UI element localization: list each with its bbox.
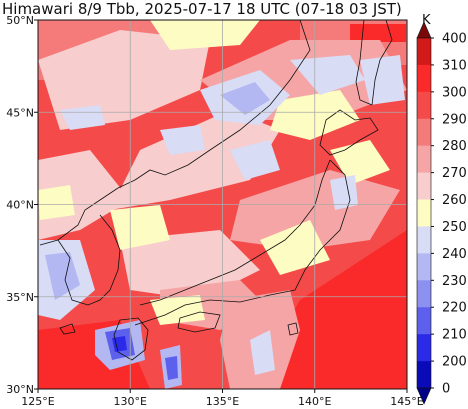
lat-tick-label: 45°N: [6, 106, 34, 119]
lat-tick-label: 35°N: [6, 291, 34, 304]
colorbar-tick-label: 230: [442, 274, 467, 289]
coastlines: [39, 20, 393, 361]
colorbar-tick-label: 250: [442, 220, 467, 235]
colorbar: [416, 21, 432, 405]
colorbar-band: [417, 280, 431, 308]
colorbar-band: [417, 91, 431, 120]
colorbar-band: [417, 307, 431, 335]
colorbar-tick-label: 200: [442, 355, 467, 370]
colorbar-tick-label: 220: [442, 301, 467, 316]
colorbar-tick-label: 270: [442, 166, 467, 181]
colorbar-tick-label: 260: [442, 193, 467, 208]
colorbar-band: [417, 226, 431, 254]
colorbar-tick-label: 280: [442, 139, 467, 154]
colorbar-unit: K: [422, 13, 431, 28]
colorbar-tick-label: 240: [442, 247, 467, 262]
colorbar-tick-label: 300: [442, 85, 467, 100]
lon-tick-label: 135°E: [206, 395, 239, 408]
colorbar-tick-labels: 400 310 300 290 280 270 260 250 240 230 220 210 200 0: [431, 32, 467, 397]
colorbar-tick-label: 0: [442, 382, 450, 397]
lon-tick-label: 140°E: [298, 395, 331, 408]
colorbar-band: [417, 199, 431, 227]
colorbar-band: [417, 334, 431, 362]
colorbar-band: [417, 145, 431, 173]
colorbar-band: [417, 118, 431, 146]
lat-tick-label: 40°N: [6, 199, 34, 212]
tbb-field: [38, 20, 407, 389]
colorbar-band: [417, 361, 431, 389]
colorbar-band: [417, 253, 431, 281]
lon-tick-labels: 125°E 130°E 135°E 140°E 145°E: [21, 389, 424, 408]
colorbar-tick-label: 210: [442, 328, 467, 343]
colorbar-band: [417, 172, 431, 200]
colorbar-tick-label: 310: [442, 58, 467, 73]
lat-tick-label: 30°N: [6, 383, 34, 396]
colorbar-band: [417, 64, 431, 93]
lon-tick-label: 145°E: [390, 395, 423, 408]
lat-tick-labels: 50°N 45°N 40°N 35°N 30°N: [6, 14, 38, 396]
lat-tick-label: 50°N: [6, 14, 34, 27]
colorbar-tick-label: 290: [442, 112, 467, 127]
chart-title: Himawari 8/9 Tbb, 2025-07-17 18 UTC (07-…: [2, 0, 402, 18]
gridlines: [38, 20, 407, 389]
lon-tick-label: 130°E: [114, 395, 147, 408]
colorbar-band: [417, 38, 431, 66]
colorbar-tick-label: 400: [442, 32, 467, 47]
lon-tick-label: 125°E: [21, 395, 54, 408]
colorbar-frame: [416, 37, 432, 389]
